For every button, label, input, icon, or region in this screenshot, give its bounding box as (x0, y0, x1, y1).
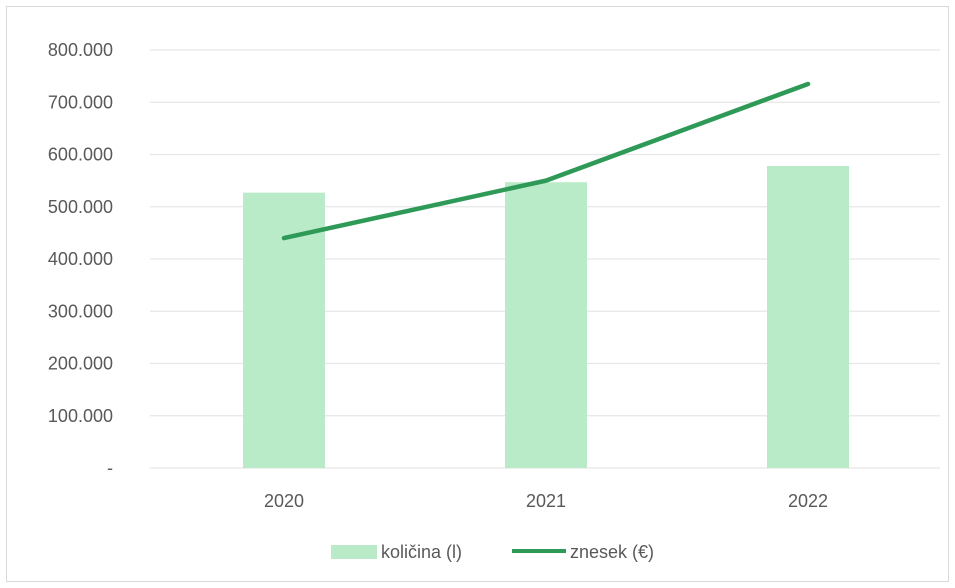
y-tick-label: - (107, 458, 113, 478)
legend-label-quantity: količina (l) (381, 542, 462, 562)
x-axis-ticks: 2020 2021 2022 (264, 491, 828, 511)
y-tick-label: 700.000 (48, 92, 113, 112)
y-tick-label: 200.000 (48, 354, 113, 374)
y-tick-label: 800.000 (48, 40, 113, 60)
legend-swatch-quantity (331, 545, 377, 559)
legend-label-amount: znesek (€) (570, 542, 654, 562)
x-tick-label: 2022 (788, 491, 828, 511)
y-axis-ticks: - 100.000 200.000 300.000 400.000 500.000 600.… (48, 40, 113, 478)
y-tick-label: 400.000 (48, 249, 113, 269)
y-tick-label: 100.000 (48, 406, 113, 426)
legend: količina (l) znesek (€) (331, 542, 654, 562)
y-tick-label: 500.000 (48, 197, 113, 217)
bars (243, 165, 849, 468)
line-series (281, 81, 811, 241)
bar-quantity (767, 165, 849, 468)
y-tick-label: 300.000 (48, 301, 113, 321)
x-tick-label: 2021 (526, 491, 566, 511)
y-tick-label: 600.000 (48, 145, 113, 165)
x-tick-label: 2020 (264, 491, 304, 511)
bar-quantity (505, 182, 587, 468)
